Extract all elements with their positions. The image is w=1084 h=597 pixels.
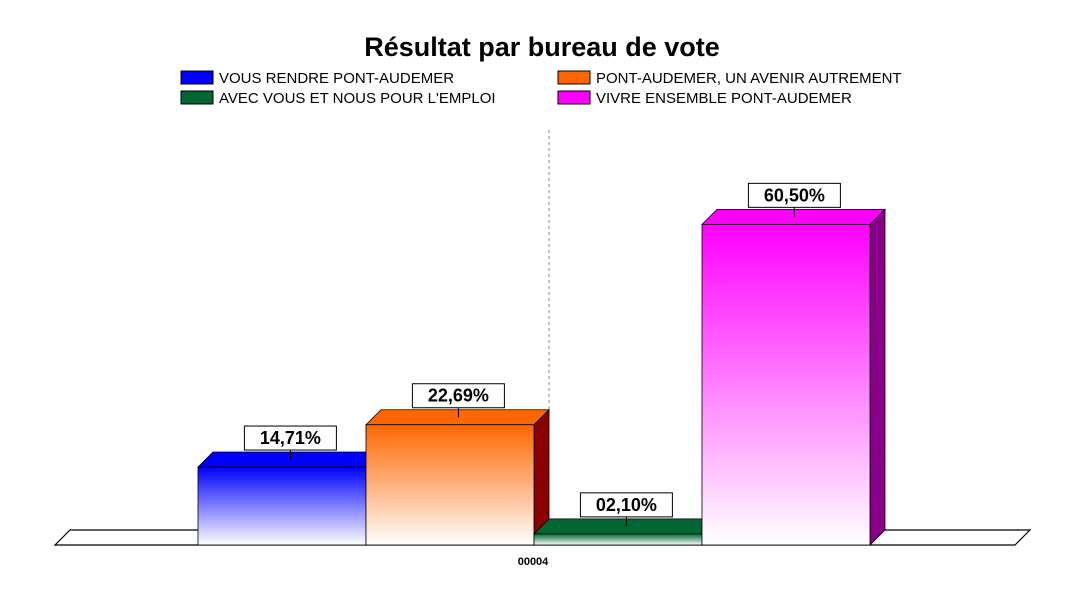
legend-item: VOUS RENDRE PONT-AUDEMER (180, 70, 454, 87)
data-label-box (747, 182, 841, 208)
legend-label: PONT-AUDEMER, UN AVENIR AUTREMENT (596, 70, 902, 87)
data-label: 02,10% (579, 492, 673, 527)
data-label-text: 60,50% (764, 185, 825, 205)
data-labels: 14,71% 22,69% 02,10% 60,50% (243, 182, 841, 527)
data-label-box (411, 383, 505, 409)
legend: VOUS RENDRE PONT-AUDEMER PONT-AUDEMER, UN… (180, 70, 902, 107)
bar-front (701, 223, 871, 546)
bar-front (365, 424, 535, 546)
data-label-text: 02,10% (596, 495, 657, 515)
legend-item: AVEC VOUS ET NOUS POUR L'EMPLOI (180, 90, 496, 107)
bar-front (197, 466, 367, 546)
data-label: 14,71% (243, 425, 337, 460)
data-label-text: 14,71% (260, 428, 321, 448)
data-label: 22,69% (411, 383, 505, 418)
legend-item: VIVRE ENSEMBLE PONT-AUDEMER (557, 90, 852, 107)
chart-title: Résultat par bureau de vote (364, 32, 720, 62)
bar-front (533, 533, 703, 546)
bars (197, 208, 886, 546)
legend-swatch (557, 90, 591, 105)
bar (365, 408, 550, 546)
bar (701, 208, 886, 546)
bar (533, 517, 718, 546)
data-label-text: 22,69% (428, 386, 489, 406)
legend-swatch (180, 70, 214, 85)
legend-label: AVEC VOUS ET NOUS POUR L'EMPLOI (219, 90, 496, 107)
bar-top (701, 208, 886, 225)
bar (197, 451, 382, 546)
bar-side (869, 208, 886, 546)
category-label: 00004 (518, 556, 549, 568)
data-label-box (243, 425, 337, 451)
bar-top (365, 409, 550, 426)
legend-item: PONT-AUDEMER, UN AVENIR AUTREMENT (557, 70, 902, 87)
legend-label: VOUS RENDRE PONT-AUDEMER (219, 70, 454, 87)
data-label: 60,50% (747, 182, 841, 217)
bar-top (197, 451, 382, 468)
bar-top (533, 518, 718, 535)
legend-swatch (180, 90, 214, 105)
legend-label: VIVRE ENSEMBLE PONT-AUDEMER (596, 90, 852, 107)
data-label-box (579, 492, 673, 518)
legend-swatch (557, 70, 591, 85)
